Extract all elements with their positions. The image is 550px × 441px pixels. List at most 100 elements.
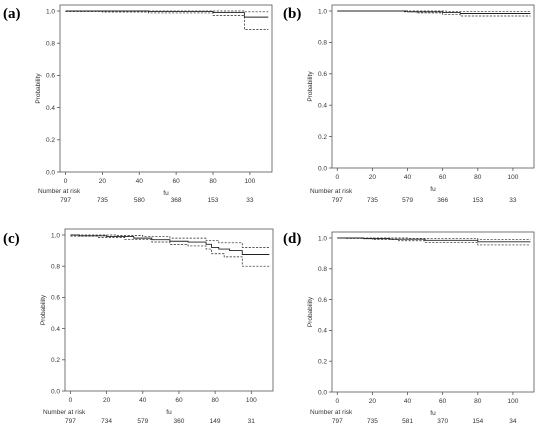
x-tick-label: 80 [212, 397, 220, 404]
x-tick-label: 40 [136, 178, 144, 185]
km-plot: 0.0 0.2 0.4 0.6 0.8 1.0 0 20 40 60 80 100 Probabilit… [307, 231, 535, 417]
risk-count: 579 [402, 197, 413, 204]
y-axis-label: Probability [40, 294, 47, 325]
x-tick-label: 100 [507, 398, 518, 405]
x-tick-label: 60 [175, 397, 183, 404]
risk-count: 734 [101, 418, 113, 425]
x-tick-label: 60 [439, 398, 447, 405]
risk-count: 797 [331, 197, 343, 204]
survival-curve [70, 234, 270, 255]
risk-count: 370 [437, 418, 449, 425]
risk-count: 735 [96, 197, 108, 204]
risk-count: 735 [366, 197, 378, 204]
km-plot: 0.0 0.2 0.4 0.6 0.8 1.0 0 20 40 60 80 100 Probabilit… [40, 228, 274, 416]
risk-count: 580 [133, 197, 145, 204]
y-tick-label: 0.0 [51, 388, 60, 395]
x-tick-label: 20 [103, 397, 111, 404]
x-axis-label: fu [163, 190, 169, 197]
plot-frame [64, 228, 274, 392]
risk-count: 735 [366, 418, 378, 425]
x-tick-label: 40 [404, 398, 412, 405]
risk-count: 797 [331, 418, 343, 425]
y-tick-label: 0.0 [46, 169, 55, 176]
y-axis-label: Probability [307, 71, 314, 102]
x-tick-label: 100 [244, 178, 255, 185]
y-tick-label: 0.2 [46, 137, 55, 144]
panel-label: (c) [3, 231, 20, 247]
y-tick-label: 0.6 [318, 71, 327, 78]
x-tick-label: 80 [209, 178, 217, 185]
x-tick-label: 80 [474, 174, 482, 181]
y-tick-label: 0.2 [51, 357, 60, 364]
y-tick-label: 1.0 [318, 235, 327, 242]
x-axis-label: fu [430, 186, 436, 193]
risk-count: 33 [246, 197, 254, 204]
risk-count: 154 [472, 418, 484, 425]
y-tick-label: 0.2 [318, 134, 327, 141]
confidence-bound [65, 11, 269, 30]
confidence-bound [65, 10, 269, 13]
y-tick-label: 0.2 [318, 359, 327, 366]
risk-count: 797 [64, 418, 76, 425]
x-tick-label: 60 [439, 174, 447, 181]
risk-count: 149 [209, 418, 221, 425]
y-tick-label: 0.4 [46, 105, 55, 112]
risk-count: 579 [137, 418, 149, 425]
plot-frame [331, 231, 535, 393]
y-tick-label: 1.0 [318, 8, 327, 15]
risk-count: 33 [509, 197, 517, 204]
x-axis-label: fu [166, 409, 172, 416]
y-tick-label: 0.4 [318, 103, 327, 110]
y-tick-label: 0.8 [51, 264, 60, 271]
risk-count: 366 [437, 197, 449, 204]
risk-count: 34 [509, 418, 517, 425]
x-axis-label: fu [430, 410, 436, 417]
y-tick-label: 0.4 [318, 328, 327, 335]
x-tick-label: 0 [335, 398, 339, 405]
confidence-bound [346, 238, 531, 246]
x-tick-label: 40 [404, 174, 412, 181]
confidence-bound [70, 235, 270, 267]
confidence-bound [70, 234, 270, 248]
confidence-bound [337, 237, 531, 240]
survival-curve [337, 237, 531, 243]
plot-frame [59, 4, 273, 173]
x-tick-label: 20 [99, 178, 107, 185]
plot-frame [331, 4, 535, 169]
risk-table-label: Number at risk [43, 409, 86, 416]
x-tick-label: 20 [369, 398, 377, 405]
y-tick-label: 0.0 [318, 165, 327, 172]
panel-label: (b) [283, 6, 302, 22]
risk-table-label: Number at risk [310, 409, 353, 416]
risk-count: 153 [472, 197, 484, 204]
confidence-bound [404, 11, 531, 17]
y-tick-label: 0.8 [318, 40, 327, 47]
x-tick-label: 0 [335, 174, 339, 181]
x-tick-label: 0 [69, 397, 73, 404]
y-axis-label: Probability [35, 73, 42, 104]
y-tick-label: 0.8 [46, 41, 55, 48]
km-plot: 0.0 0.2 0.4 0.6 0.8 1.0 0 20 40 60 80 100 Probabilit… [35, 4, 273, 197]
risk-count: 797 [60, 197, 71, 204]
y-tick-label: 0.0 [318, 389, 327, 396]
y-tick-label: 0.8 [318, 266, 327, 273]
x-tick-label: 60 [173, 178, 181, 185]
x-tick-label: 100 [507, 174, 518, 181]
risk-count: 360 [173, 418, 185, 425]
risk-table-label: Number at risk [38, 188, 81, 195]
y-tick-label: 0.6 [46, 73, 55, 80]
risk-table-label: Number at risk [310, 188, 353, 195]
y-tick-label: 1.0 [46, 8, 55, 15]
x-tick-label: 20 [369, 174, 377, 181]
km-plot: 0.0 0.2 0.4 0.6 0.8 1.0 0 20 40 60 80 100 Probabilit… [307, 4, 535, 193]
panel-label: (a) [3, 6, 21, 22]
risk-count: 368 [170, 197, 182, 204]
y-tick-label: 0.6 [318, 297, 327, 304]
survival-curve [65, 10, 269, 18]
x-tick-label: 0 [64, 178, 68, 185]
y-tick-label: 1.0 [51, 232, 60, 239]
x-tick-label: 80 [474, 398, 482, 405]
risk-count: 31 [247, 418, 255, 425]
x-tick-label: 100 [246, 397, 257, 404]
y-tick-label: 0.4 [51, 326, 60, 333]
